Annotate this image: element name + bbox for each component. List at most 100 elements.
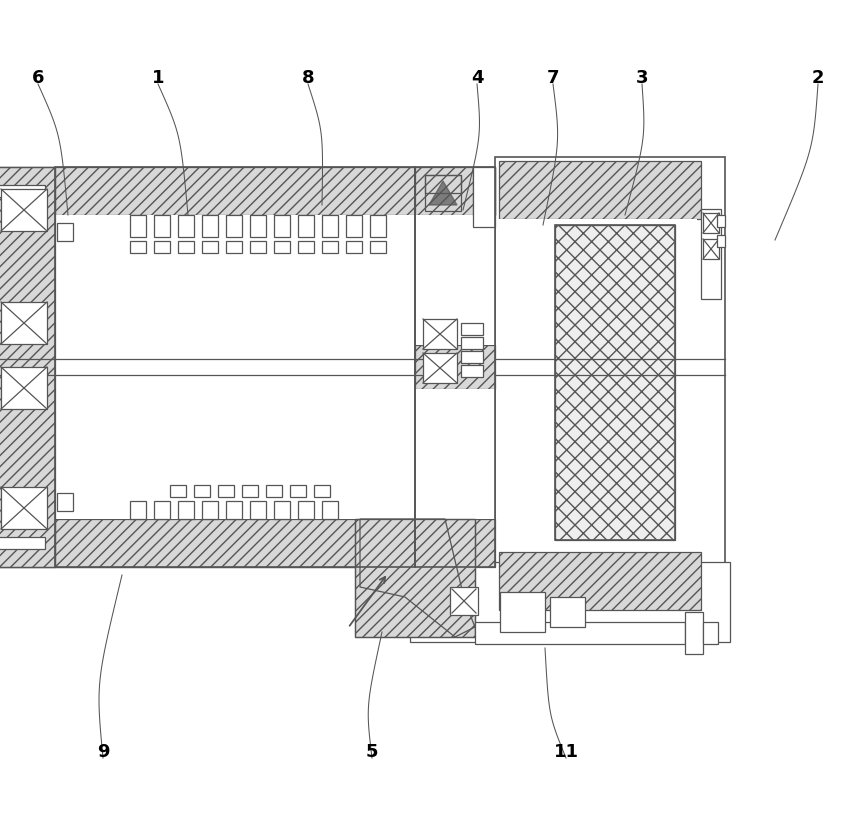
Bar [461,337,483,349]
Bar [226,241,242,253]
Bar [0,167,55,567]
Bar [130,215,146,237]
Bar [130,501,146,519]
Bar [499,552,701,610]
Bar [555,225,675,540]
Bar [250,215,266,237]
Text: 2: 2 [812,69,825,87]
Polygon shape [360,519,475,637]
Bar [425,175,461,193]
Bar [550,597,585,627]
Bar [717,235,725,247]
Bar [410,562,730,642]
Bar [499,219,697,550]
Bar [461,323,483,335]
Bar [450,587,478,615]
Bar [202,241,218,253]
Bar [701,209,721,299]
Bar [266,485,282,497]
Bar [0,167,55,567]
Polygon shape [429,181,457,205]
Bar [130,241,146,253]
Bar [154,241,170,253]
Bar [57,493,73,511]
Bar [250,501,266,519]
Bar [415,215,495,345]
Bar [423,353,457,383]
Bar [298,215,314,237]
Bar [355,519,475,637]
Bar [1,302,47,344]
Bar [555,225,675,540]
Text: 6: 6 [32,69,44,87]
Bar [55,167,415,567]
Bar [0,185,45,197]
Bar [218,485,234,497]
Bar [452,589,476,613]
Bar [346,215,362,237]
Bar [703,213,719,233]
Bar [274,501,290,519]
Bar [415,167,495,215]
Bar [346,241,362,253]
Bar [242,485,258,497]
Bar [495,157,725,612]
Text: 1: 1 [152,69,164,87]
Bar [1,189,47,231]
Bar [415,519,495,567]
Bar [274,241,290,253]
Bar [370,215,386,237]
Bar [1,487,47,529]
Bar [425,175,461,211]
Bar [298,501,314,519]
Bar [202,501,218,519]
Bar [475,622,685,644]
Bar [194,485,210,497]
Bar [499,161,701,219]
Text: 8: 8 [302,69,315,87]
Bar [274,215,290,237]
Bar [1,367,47,409]
Bar [0,537,45,549]
Bar [154,215,170,237]
Bar [178,241,194,253]
Bar [322,501,338,519]
Text: 11: 11 [553,743,578,761]
Bar [314,485,330,497]
Bar [322,241,338,253]
Bar [250,241,266,253]
Bar [322,215,338,237]
Bar [461,365,483,377]
Bar [57,223,73,241]
Bar [500,592,545,632]
Bar [703,239,719,259]
Bar [178,215,194,237]
Text: 4: 4 [471,69,483,87]
Bar [298,241,314,253]
Bar [55,519,415,567]
Bar [154,501,170,519]
Bar [178,501,194,519]
Bar [415,389,495,519]
Bar [717,215,725,227]
Bar [415,345,495,389]
Text: 9: 9 [97,743,109,761]
Bar [226,501,242,519]
Bar [226,215,242,237]
Bar [290,485,306,497]
Bar [415,167,495,567]
Bar [685,612,703,654]
Text: 7: 7 [547,69,559,87]
Bar [170,485,186,497]
Bar [370,241,386,253]
Bar [423,319,457,349]
Bar [703,622,718,644]
Bar [0,167,417,567]
Text: 3: 3 [636,69,649,87]
Bar [202,215,218,237]
Bar [355,519,475,637]
Bar [55,167,415,215]
Bar [473,167,495,227]
Bar [473,167,495,215]
Bar [461,351,483,363]
